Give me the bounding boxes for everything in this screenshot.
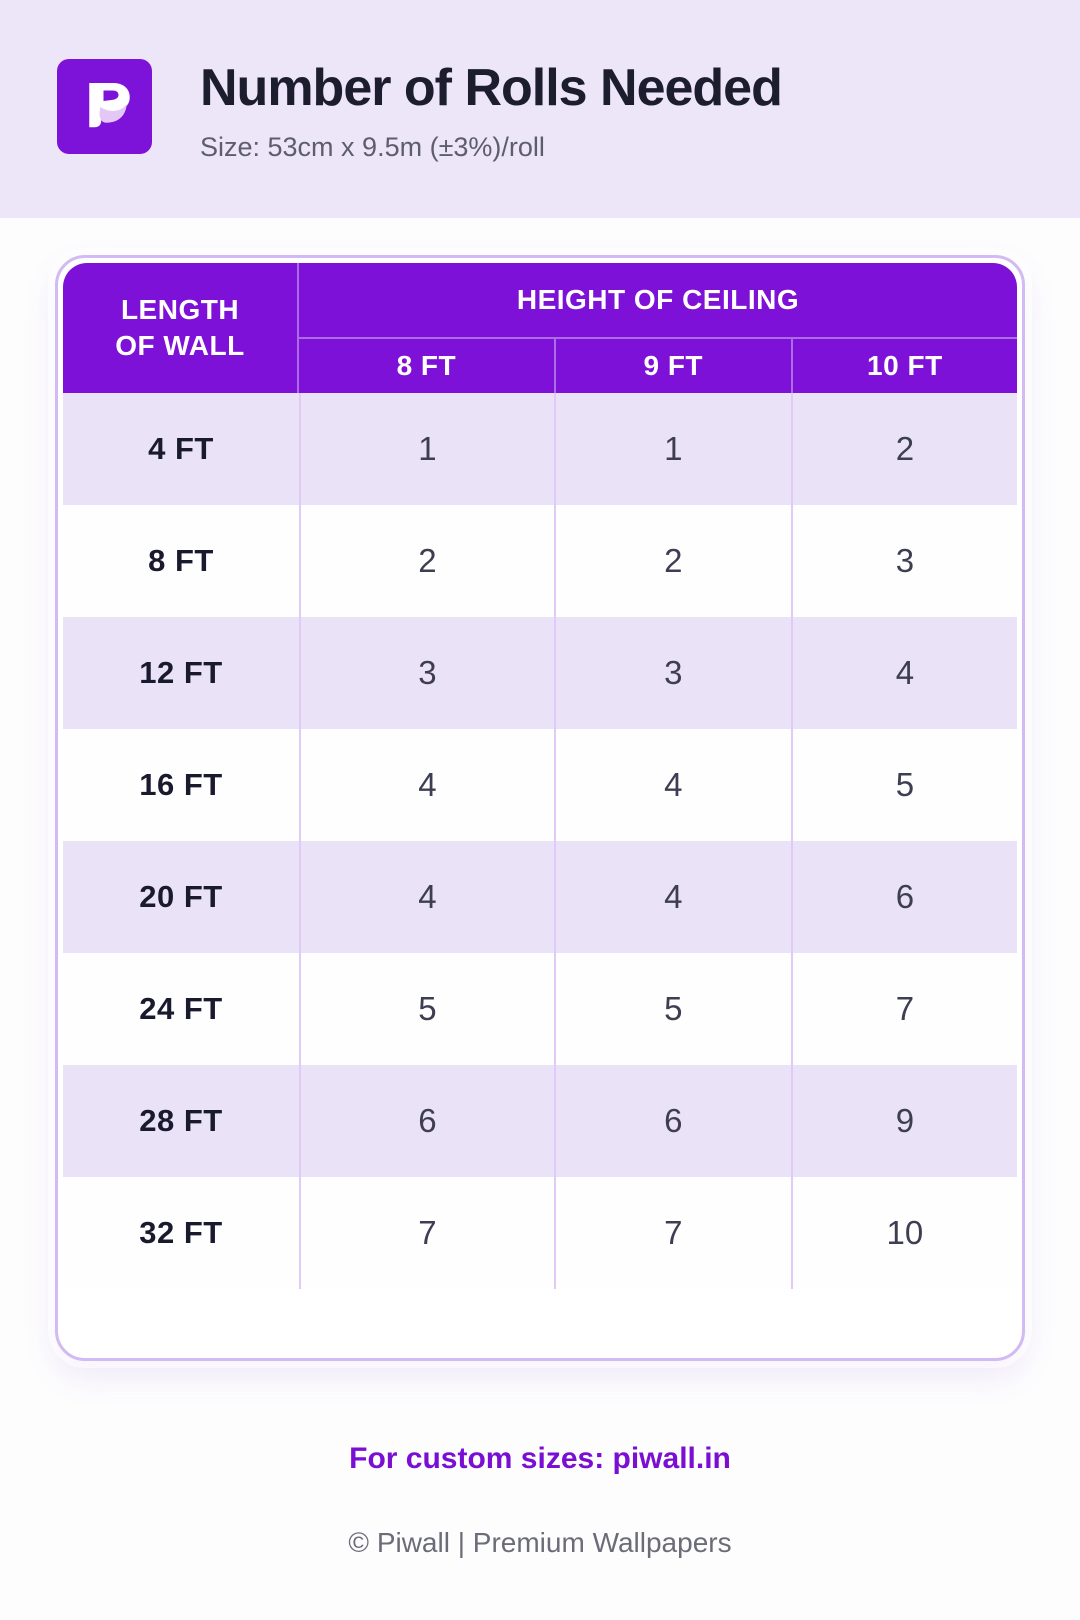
table-row: 12 FT 3 3 4 [63, 617, 1017, 729]
table-row: 28 FT 6 6 9 [63, 1065, 1017, 1177]
row-value: 3 [553, 617, 791, 729]
row-value: 4 [299, 841, 554, 953]
piwall-logo [57, 59, 152, 154]
piwall-p-icon [69, 68, 141, 145]
column-header-10ft: 10 FT [790, 339, 1017, 393]
row-value: 7 [299, 1177, 554, 1289]
row-label: 20 FT [139, 879, 223, 914]
table-row: 20 FT 4 4 6 [63, 841, 1017, 953]
row-value: 6 [299, 1065, 554, 1177]
table-row: 4 FT 1 1 2 [63, 393, 1017, 505]
row-value: 1 [553, 393, 791, 505]
title-block: Number of Rolls Needed Size: 53cm x 9.5m… [200, 58, 783, 163]
table-header: LENGTH OF WALL HEIGHT OF CEILING 8 FT 9 … [63, 263, 1017, 393]
group-header-height-of-ceiling: HEIGHT OF CEILING [299, 263, 1017, 339]
page-subtitle: Size: 53cm x 9.5m (±3%)/roll [200, 132, 545, 162]
row-value: 2 [553, 505, 791, 617]
row-label: 8 FT [148, 543, 214, 578]
copyright-text: © Piwall | Premium Wallpapers [348, 1527, 732, 1558]
row-value: 4 [553, 729, 791, 841]
custom-sizes-link[interactable]: For custom sizes: piwall.in [349, 1442, 731, 1475]
row-value: 5 [553, 953, 791, 1065]
row-value: 6 [790, 841, 1017, 953]
row-value: 10 [790, 1177, 1017, 1289]
row-value: 1 [299, 393, 554, 505]
row-value: 3 [790, 505, 1017, 617]
row-value: 6 [553, 1065, 791, 1177]
row-value: 4 [553, 841, 791, 953]
table-row: 24 FT 5 5 7 [63, 953, 1017, 1065]
row-value: 4 [790, 617, 1017, 729]
row-value: 2 [299, 505, 554, 617]
row-value: 7 [790, 953, 1017, 1065]
table-body: 4 FT 1 1 2 8 FT 2 2 3 12 FT 3 3 4 [63, 393, 1017, 1289]
corner-header-line1: LENGTH [120, 293, 240, 325]
row-value: 5 [299, 953, 554, 1065]
row-label: 32 FT [139, 1215, 223, 1250]
table-row: 16 FT 4 4 5 [63, 729, 1017, 841]
row-value: 4 [299, 729, 554, 841]
row-value: 5 [790, 729, 1017, 841]
table-bottom-spacer [63, 1289, 1017, 1353]
header-band [0, 0, 1080, 218]
row-value: 2 [790, 393, 1017, 505]
row-label: 16 FT [139, 767, 223, 802]
row-value: 7 [553, 1177, 791, 1289]
corner-header-line2: OF WALL [115, 330, 245, 361]
row-label: 28 FT [139, 1103, 223, 1138]
row-label: 12 FT [139, 655, 223, 690]
column-header-8ft: 8 FT [396, 350, 457, 381]
row-label: 4 FT [148, 431, 214, 466]
row-value: 9 [790, 1065, 1017, 1177]
rolls-table: LENGTH OF WALL HEIGHT OF CEILING 8 FT 9 … [63, 263, 1017, 1353]
row-value: 3 [299, 617, 554, 729]
table-row: 8 FT 2 2 3 [63, 505, 1017, 617]
row-label: 24 FT [139, 991, 223, 1026]
rolls-table-card: LENGTH OF WALL HEIGHT OF CEILING 8 FT 9 … [55, 255, 1025, 1361]
column-header-9ft: 9 FT [553, 339, 791, 393]
page-title: Number of Rolls Needed [200, 59, 783, 117]
corner-header-length-of-wall: LENGTH OF WALL [63, 263, 300, 393]
table-row: 32 FT 7 7 10 [63, 1177, 1017, 1289]
